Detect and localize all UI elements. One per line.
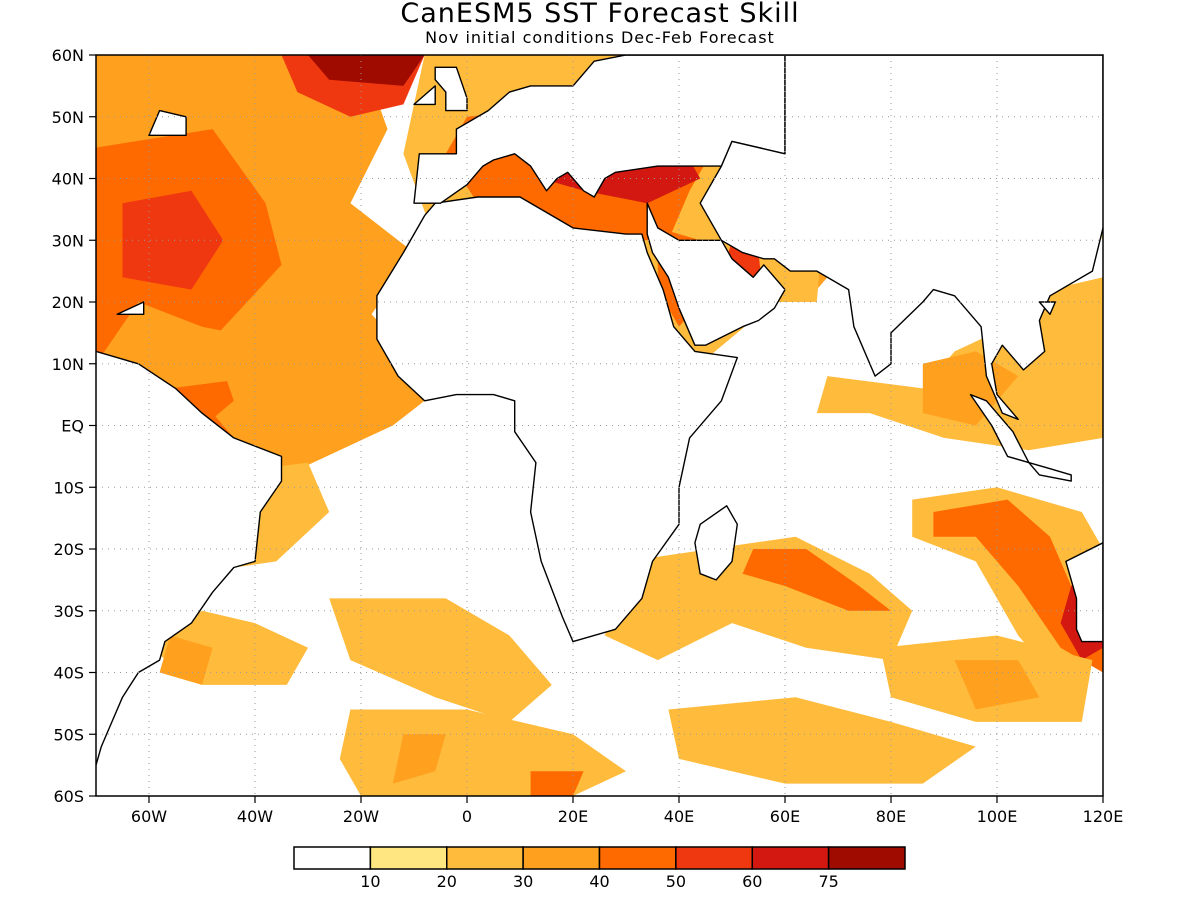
landmass-2 bbox=[413, 55, 786, 204]
skill-region-4 bbox=[308, 55, 425, 86]
lat-label-7: 10S bbox=[53, 478, 84, 497]
colorbar-swatch-4 bbox=[598, 846, 677, 870]
lat-label-5: 10N bbox=[52, 355, 84, 374]
lon-label-7: 80E bbox=[876, 807, 906, 826]
colorbar-swatch-0 bbox=[293, 846, 372, 870]
landmass-13 bbox=[116, 301, 145, 315]
landmass-14 bbox=[1038, 301, 1057, 315]
lon-label-4: 20E bbox=[558, 807, 588, 826]
skill-region-2 bbox=[122, 190, 224, 290]
skill-region-26 bbox=[392, 734, 446, 784]
colorbar-swatch-2 bbox=[446, 846, 524, 870]
latitude-labels: 60N 50N 40N 30N 20N 10N EQ 10S 20S 30S 40S 50S 60S bbox=[52, 46, 96, 806]
lat-label-9: 30S bbox=[53, 602, 84, 621]
lat-label-2: 40N bbox=[52, 170, 84, 189]
colorbar-label-1: 20 bbox=[437, 872, 457, 891]
landmass-11 bbox=[340, 18, 393, 30]
colorbar-label-5: 60 bbox=[742, 872, 762, 891]
lat-label-10: 40S bbox=[53, 664, 84, 683]
coastlines bbox=[96, 18, 1103, 766]
skill-region-24 bbox=[329, 598, 552, 722]
lon-label-0: 60W bbox=[131, 807, 167, 826]
lat-label-1: 50N bbox=[52, 108, 84, 127]
skill-region-20 bbox=[604, 536, 913, 661]
colorbar: 10 20 30 40 50 60 75 bbox=[293, 846, 906, 891]
colorbar-label-6: 75 bbox=[818, 872, 838, 891]
lon-label-2: 20W bbox=[343, 807, 379, 826]
lat-label-8: 20S bbox=[53, 540, 84, 559]
skill-region-16 bbox=[922, 351, 1019, 426]
landmass-6 bbox=[1065, 542, 1103, 643]
lon-label-3: 0 bbox=[462, 807, 472, 826]
landmass-8 bbox=[1028, 461, 1072, 482]
lat-label-0: 60N bbox=[52, 46, 84, 65]
colorbar-swatch-3 bbox=[522, 846, 601, 870]
lon-label-8: 100E bbox=[977, 807, 1018, 826]
map-title: CanESM5 SST Forecast Skill bbox=[400, 0, 800, 29]
landmass-4 bbox=[699, 55, 1103, 420]
colorbar-label-4: 50 bbox=[666, 872, 686, 891]
lon-label-1: 40W bbox=[237, 807, 273, 826]
skill-region-21 bbox=[742, 549, 891, 611]
lon-label-9: 120E bbox=[1083, 807, 1124, 826]
lat-label-3: 30N bbox=[52, 231, 84, 250]
lon-label-5: 40E bbox=[664, 807, 694, 826]
colorbar-label-0: 10 bbox=[360, 872, 380, 891]
landmass-3 bbox=[646, 202, 786, 346]
lat-label-4: 20N bbox=[52, 293, 84, 312]
colorbar-swatch-6 bbox=[751, 846, 830, 870]
lat-label-11: 50S bbox=[53, 725, 84, 744]
skill-region-28 bbox=[668, 697, 976, 784]
colorbar-swatch-5 bbox=[675, 846, 753, 870]
colorbar-swatch-1 bbox=[369, 846, 448, 870]
skill-region-23 bbox=[159, 635, 213, 685]
lon-label-6: 60E bbox=[770, 807, 800, 826]
map-panel bbox=[95, 18, 1104, 797]
colorbar-swatch-7 bbox=[827, 846, 906, 870]
skill-region-30 bbox=[954, 660, 1040, 710]
colorbar-label-3: 40 bbox=[589, 872, 609, 891]
longitude-labels: 60W 40W 20W 0 20E 40E 60E 80E 100E 120E bbox=[131, 796, 1123, 826]
lat-label-6: EQ bbox=[61, 417, 84, 436]
skill-region-27 bbox=[530, 771, 584, 796]
skill-region-18 bbox=[933, 499, 1103, 673]
colorbar-label-2: 30 bbox=[513, 872, 533, 891]
map-subtitle: Nov initial conditions Dec-Feb Forecast bbox=[425, 28, 775, 47]
landmass-5 bbox=[694, 505, 738, 581]
landmass-1 bbox=[96, 350, 283, 766]
lat-label-12: 60S bbox=[53, 787, 84, 806]
landmass-9 bbox=[434, 66, 468, 112]
landmass-10 bbox=[413, 85, 436, 106]
